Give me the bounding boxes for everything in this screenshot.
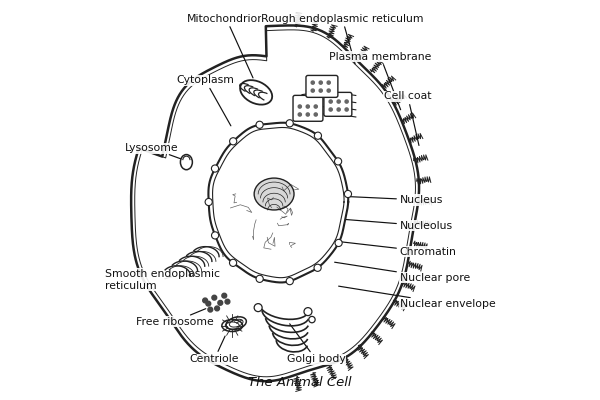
Text: Cytoplasm: Cytoplasm xyxy=(176,76,235,126)
Circle shape xyxy=(218,300,223,305)
Circle shape xyxy=(222,293,227,298)
Circle shape xyxy=(329,108,332,111)
Circle shape xyxy=(314,105,317,108)
Circle shape xyxy=(286,278,293,285)
Text: Plasma membrane: Plasma membrane xyxy=(329,52,431,110)
Circle shape xyxy=(337,108,340,111)
Polygon shape xyxy=(131,26,419,381)
Ellipse shape xyxy=(240,80,272,105)
Circle shape xyxy=(327,89,330,92)
Circle shape xyxy=(215,306,220,311)
Text: Mitochondrion: Mitochondrion xyxy=(187,14,265,78)
Circle shape xyxy=(345,100,348,103)
Circle shape xyxy=(306,105,310,108)
Circle shape xyxy=(304,308,312,316)
Circle shape xyxy=(314,264,321,271)
FancyBboxPatch shape xyxy=(324,92,352,116)
FancyBboxPatch shape xyxy=(293,95,323,121)
Circle shape xyxy=(225,299,230,304)
Circle shape xyxy=(311,81,314,84)
Circle shape xyxy=(319,89,322,92)
Circle shape xyxy=(337,100,340,103)
Circle shape xyxy=(211,165,218,172)
Text: The Animal Cell: The Animal Cell xyxy=(248,376,352,389)
Circle shape xyxy=(212,295,217,300)
Polygon shape xyxy=(208,123,348,282)
Circle shape xyxy=(311,89,314,92)
Circle shape xyxy=(314,132,322,139)
Circle shape xyxy=(286,120,293,127)
Text: Golgi body: Golgi body xyxy=(287,324,346,364)
Circle shape xyxy=(256,275,263,282)
Text: Free ribosome: Free ribosome xyxy=(136,309,214,326)
Circle shape xyxy=(319,81,322,84)
Circle shape xyxy=(309,316,315,323)
Text: Nucleus: Nucleus xyxy=(338,195,443,205)
Circle shape xyxy=(344,190,352,198)
Circle shape xyxy=(212,232,218,239)
Text: Chromatin: Chromatin xyxy=(326,240,457,257)
Ellipse shape xyxy=(181,154,193,170)
Circle shape xyxy=(306,113,310,116)
Circle shape xyxy=(335,158,341,165)
Circle shape xyxy=(335,239,342,246)
Text: Smooth endoplasmic
reticulum: Smooth endoplasmic reticulum xyxy=(104,269,220,290)
Text: Rough endoplasmic reticulum: Rough endoplasmic reticulum xyxy=(261,14,424,64)
Text: Nuclear pore: Nuclear pore xyxy=(335,262,470,283)
Circle shape xyxy=(205,198,212,206)
Circle shape xyxy=(345,108,348,111)
Ellipse shape xyxy=(254,178,294,210)
FancyBboxPatch shape xyxy=(306,76,338,97)
Text: Cell coat: Cell coat xyxy=(384,91,431,146)
Circle shape xyxy=(329,100,332,103)
Circle shape xyxy=(314,113,317,116)
Circle shape xyxy=(327,81,330,84)
Circle shape xyxy=(206,301,211,306)
Text: Centriole: Centriole xyxy=(190,336,239,364)
Text: Lysosome: Lysosome xyxy=(125,143,182,159)
Circle shape xyxy=(256,121,263,128)
Circle shape xyxy=(230,138,237,145)
Circle shape xyxy=(208,307,213,312)
Text: Nuclear envelope: Nuclear envelope xyxy=(338,286,496,309)
Circle shape xyxy=(203,298,208,303)
Circle shape xyxy=(229,259,236,266)
Circle shape xyxy=(298,105,301,108)
Circle shape xyxy=(254,304,262,312)
Text: Nucleolus: Nucleolus xyxy=(329,218,453,231)
Circle shape xyxy=(298,113,301,116)
